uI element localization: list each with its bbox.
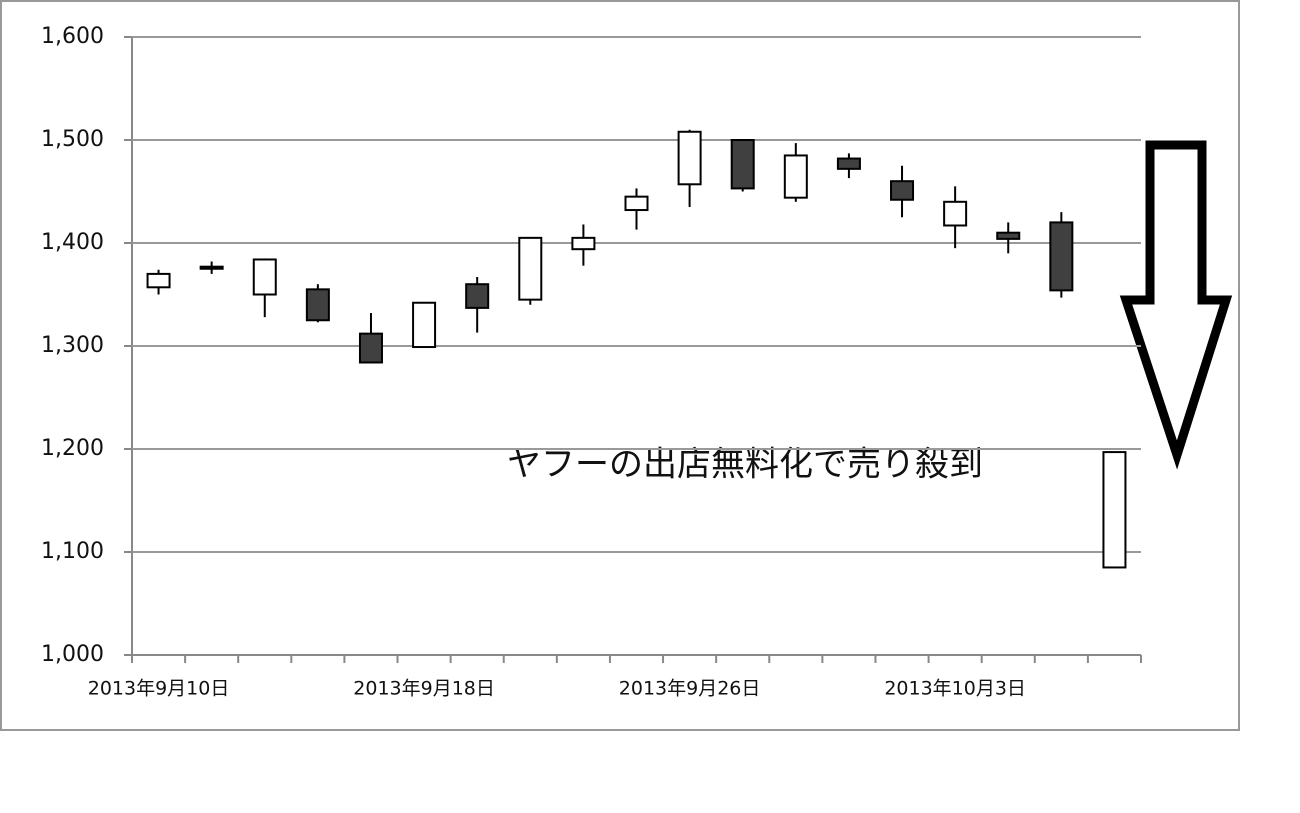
x-tick-label: 2013年9月26日	[619, 678, 761, 700]
y-tick-label: 1,600	[41, 24, 104, 49]
candle-body	[252, 258, 277, 296]
candle-body	[996, 231, 1021, 240]
candle-body	[730, 139, 755, 190]
candle-body	[146, 272, 171, 289]
candle-body	[305, 288, 330, 322]
candle-body	[677, 130, 702, 186]
annotation: ヤフーの出店無料化で売り殺到	[507, 445, 983, 485]
candle-body	[783, 154, 808, 199]
candle-body	[412, 301, 437, 349]
y-tick-label: 1,000	[41, 642, 104, 667]
y-tick-label: 1,300	[41, 333, 104, 358]
candle-body	[890, 180, 915, 201]
y-tick-label: 1,100	[41, 539, 104, 564]
x-tick-label: 2013年9月10日	[88, 678, 230, 700]
x-tick-label: 2013年9月18日	[353, 678, 495, 700]
y-tick-label: 1,200	[41, 436, 104, 461]
candle-body	[199, 265, 224, 270]
candle-body	[465, 283, 490, 309]
candle-body	[1049, 221, 1074, 292]
candle-body	[1102, 451, 1127, 569]
candle-body	[571, 236, 596, 251]
y-tick-label: 1,400	[41, 230, 104, 255]
down-arrow	[1119, 140, 1233, 470]
candle-body	[624, 195, 649, 212]
candle-body	[358, 332, 383, 364]
candle-body	[518, 236, 543, 301]
y-tick-label: 1,500	[41, 127, 104, 152]
candle-body	[836, 157, 861, 170]
candle-body	[943, 200, 968, 227]
chart-frame	[0, 0, 1240, 731]
x-tick-label: 2013年10月3日	[884, 678, 1026, 700]
